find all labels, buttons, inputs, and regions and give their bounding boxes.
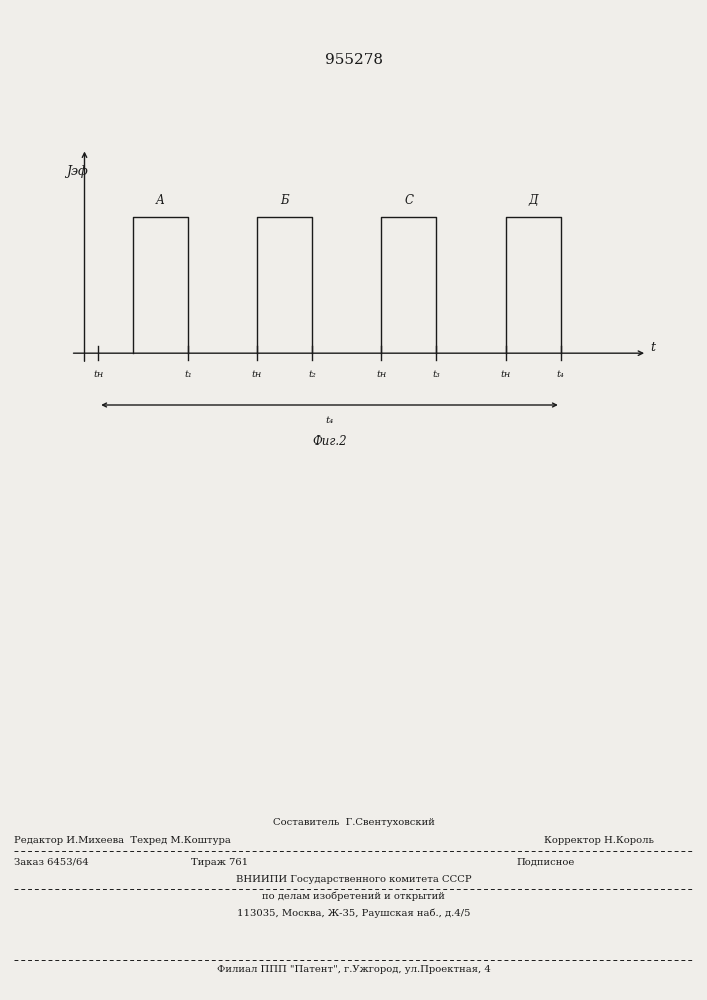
Text: ВНИИПИ Государственного комитета СССР: ВНИИПИ Государственного комитета СССР	[235, 875, 472, 884]
Text: Jэф: Jэф	[66, 165, 88, 178]
Text: t: t	[650, 341, 655, 354]
Text: t₂: t₂	[308, 370, 316, 379]
Text: Корректор Н.Король: Корректор Н.Король	[544, 836, 654, 845]
Text: t₁: t₁	[184, 370, 192, 379]
Text: tн: tн	[501, 370, 510, 379]
Text: Филиал ППП "Патент", г.Ужгород, ул.Проектная, 4: Филиал ППП "Патент", г.Ужгород, ул.Проек…	[216, 965, 491, 974]
Text: А: А	[156, 194, 165, 207]
Text: Б: Б	[281, 194, 289, 207]
Text: по делам изобретений и открытий: по делам изобретений и открытий	[262, 892, 445, 901]
Text: t₄: t₄	[325, 416, 334, 425]
Text: Тираж 761: Тираж 761	[191, 858, 248, 867]
Text: 113035, Москва, Ж-35, Раушская наб., д.4/5: 113035, Москва, Ж-35, Раушская наб., д.4…	[237, 908, 470, 918]
Text: 955278: 955278	[325, 53, 382, 67]
Text: Заказ 6453/64: Заказ 6453/64	[14, 858, 89, 867]
Text: t₃: t₃	[433, 370, 440, 379]
Text: Д: Д	[528, 194, 538, 207]
Text: Фиг.2: Фиг.2	[312, 435, 347, 448]
Text: tн: tн	[93, 370, 103, 379]
Text: Подписное: Подписное	[516, 858, 575, 867]
Text: tн: tн	[376, 370, 387, 379]
Text: tн: tн	[252, 370, 262, 379]
Text: Составитель  Г.Свентуховский: Составитель Г.Свентуховский	[273, 818, 434, 827]
Text: t₄: t₄	[557, 370, 565, 379]
Text: C: C	[404, 194, 414, 207]
Text: Редактор И.Михеева  Техред М.Коштура: Редактор И.Михеева Техред М.Коштура	[14, 836, 231, 845]
